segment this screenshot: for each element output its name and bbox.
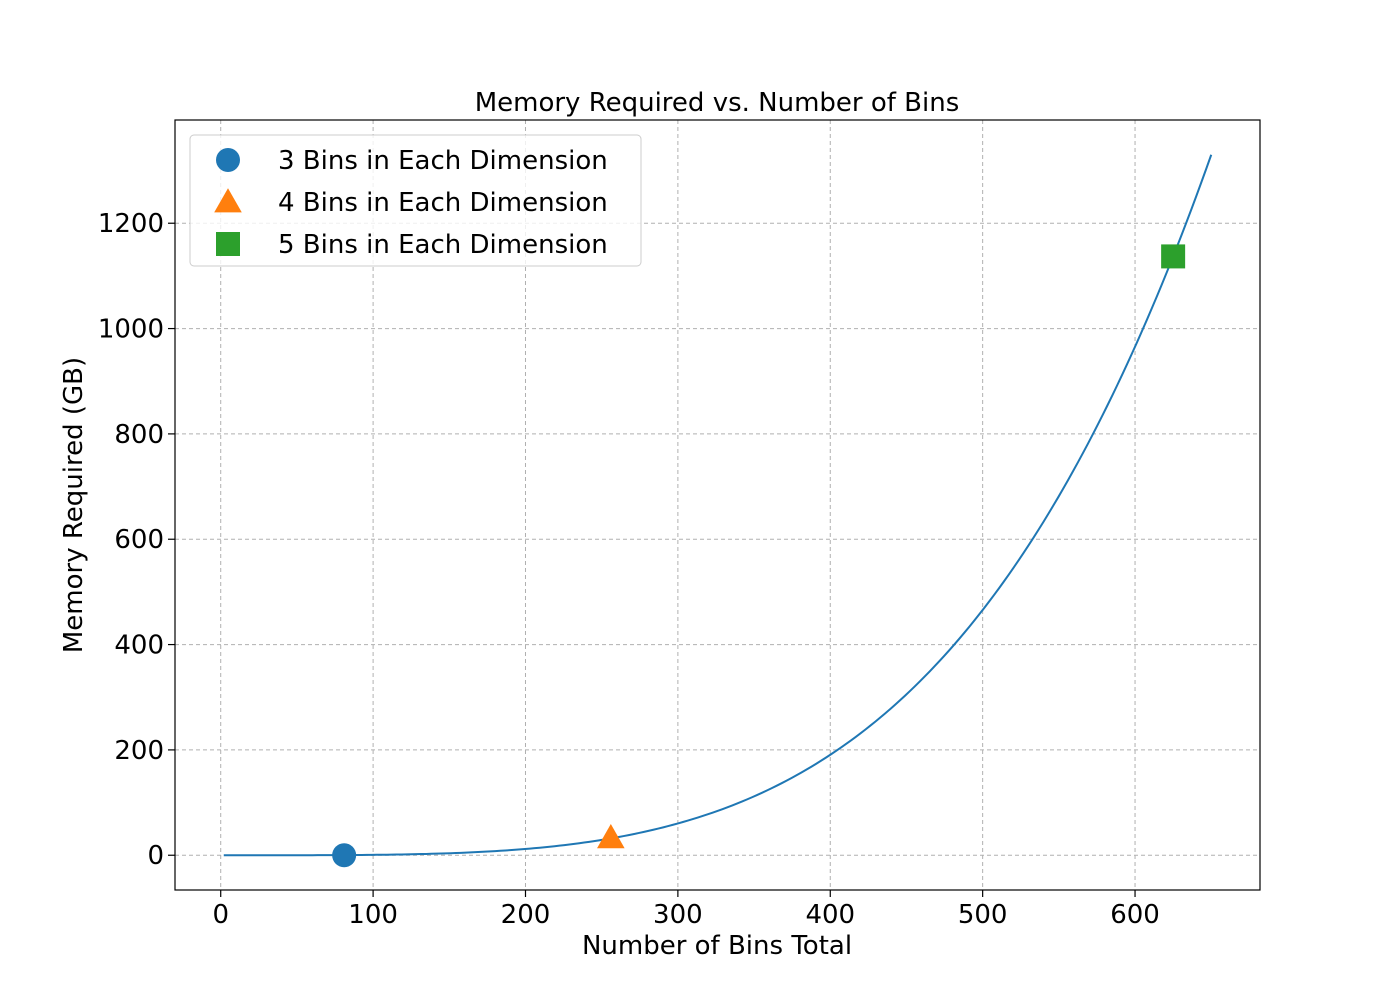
grid — [175, 120, 1260, 890]
y-tick-label: 800 — [114, 420, 164, 450]
data-points-layer — [332, 244, 1186, 868]
trend-curve — [223, 154, 1213, 857]
legend-label: 5 Bins in Each Dimension — [278, 230, 608, 260]
legend-label: 4 Bins in Each Dimension — [278, 188, 608, 218]
legend-box — [189, 134, 642, 267]
data-point-square — [1161, 244, 1186, 269]
y-tick-label: 1200 — [98, 209, 164, 239]
trend-curve-layer — [223, 154, 1213, 857]
y-tick-label: 600 — [114, 525, 164, 555]
y-tick-label: 200 — [114, 736, 164, 766]
y-axis-label: Memory Required (GB) — [59, 357, 89, 653]
y-tick-label: 1000 — [98, 315, 164, 345]
legend-label: 3 Bins in Each Dimension — [278, 146, 608, 176]
legend: 3 Bins in Each Dimension 4 Bins in Each D… — [189, 134, 642, 267]
chart-title: Memory Required vs. Number of Bins — [475, 88, 960, 118]
data-point-triangle — [597, 824, 625, 849]
legend-marker-circle — [216, 148, 240, 172]
y-axis-ticks: 0 200 400 600 800 1000 1200 — [98, 209, 175, 871]
x-tick-label: 500 — [958, 900, 1008, 930]
x-tick-label: 300 — [653, 900, 703, 930]
legend-marker-triangle — [214, 188, 242, 213]
x-tick-label: 600 — [1110, 900, 1160, 930]
y-tick-label: 0 — [147, 841, 164, 871]
x-tick-label: 200 — [501, 900, 551, 930]
x-tick-label: 0 — [212, 900, 229, 930]
x-axis-label: Number of Bins Total — [582, 931, 852, 961]
plot-area-frame — [174, 119, 1261, 891]
x-tick-label: 400 — [805, 900, 855, 930]
legend-marker-square — [216, 232, 240, 256]
y-tick-label: 400 — [114, 631, 164, 661]
x-axis-ticks: 0 100 200 300 400 500 600 — [212, 890, 1160, 930]
data-point-circle — [332, 843, 357, 868]
x-tick-label: 100 — [348, 900, 398, 930]
